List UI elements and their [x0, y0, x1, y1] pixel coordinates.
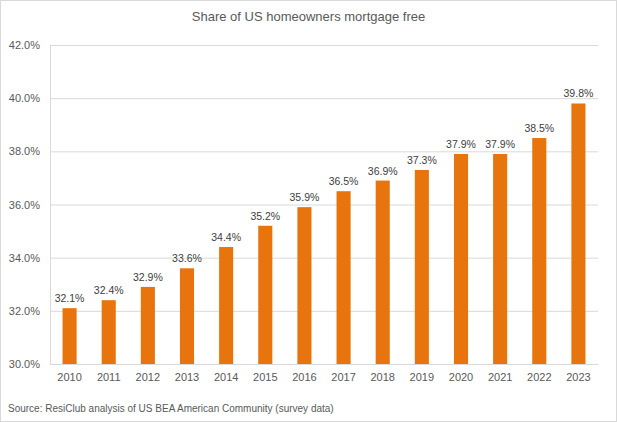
bars	[63, 103, 586, 364]
plot-area: 30.0%32.0%34.0%36.0%38.0%40.0%42.0%20102…	[9, 39, 599, 383]
x-tick-label: 2014	[214, 371, 238, 383]
bar	[141, 287, 155, 364]
data-label: 34.4%	[211, 231, 241, 243]
x-tick: 2015	[253, 371, 277, 383]
x-tick: 2012	[136, 371, 160, 383]
bar	[532, 138, 546, 364]
grid-line	[50, 151, 598, 152]
bar	[454, 154, 468, 364]
bar	[415, 170, 429, 364]
x-tick: 2013	[175, 371, 199, 383]
bar	[376, 181, 390, 364]
x-tick-label: 2019	[410, 371, 434, 383]
grid-line	[50, 45, 598, 46]
bar	[258, 226, 272, 364]
x-tick: 2021	[488, 371, 512, 383]
x-tick: 2014	[214, 371, 238, 383]
x-axis-line	[51, 364, 599, 365]
x-tick-label: 2022	[527, 371, 551, 383]
x-tick: 2023	[566, 371, 590, 383]
bar	[102, 300, 116, 364]
data-label: 33.6%	[172, 252, 202, 264]
x-tick-label: 2016	[292, 371, 316, 383]
y-tick: 42.0%	[9, 39, 598, 51]
x-axis: 2010 2011 2012 2013 2014 2015 2016 2017 2018 2019…	[51, 365, 599, 383]
data-label: 38.5%	[524, 122, 554, 134]
data-label: 35.9%	[290, 191, 320, 203]
y-tick-label: 32.0%	[9, 305, 40, 317]
x-tick-label: 2012	[136, 371, 160, 383]
x-tick-label: 2010	[57, 371, 81, 383]
y-tick-label: 36.0%	[9, 199, 40, 211]
data-labels: 32.1% 32.4% 32.9% 33.6% 34.4% 35.2% 35.9% 36.5%…	[55, 87, 594, 304]
y-tick: 40.0%	[9, 92, 598, 104]
chart-border	[1, 1, 617, 422]
data-label: 32.4%	[94, 284, 124, 296]
data-label: 37.3%	[407, 154, 437, 166]
grid-line	[50, 311, 598, 312]
chart-svg: 30.0%32.0%34.0%36.0%38.0%40.0%42.0%20102…	[0, 0, 617, 422]
x-tick-label: 2011	[97, 371, 121, 383]
x-tick-label: 2018	[370, 371, 394, 383]
grid-line	[50, 364, 598, 365]
x-tick: 2011	[97, 371, 121, 383]
data-label: 39.8%	[564, 87, 594, 99]
y-tick-label: 34.0%	[9, 252, 40, 264]
grid-line	[50, 258, 598, 259]
x-tick-label: 2023	[566, 371, 590, 383]
data-label: 32.1%	[55, 292, 85, 304]
y-tick-label: 40.0%	[9, 92, 40, 104]
x-tick: 2019	[410, 371, 434, 383]
x-tick: 2016	[292, 371, 316, 383]
data-label: 37.9%	[485, 138, 515, 150]
data-label: 36.9%	[368, 165, 398, 177]
y-tick-label: 42.0%	[9, 39, 40, 51]
bar	[337, 191, 351, 364]
grid-line	[50, 205, 598, 206]
data-label: 35.2%	[250, 210, 280, 222]
bar	[180, 268, 194, 364]
y-tick-label: 30.0%	[9, 358, 40, 370]
chart-title: Share of US homeowners mortgage free	[192, 9, 425, 24]
x-tick-label: 2017	[331, 371, 355, 383]
bar	[219, 247, 233, 364]
data-label: 32.9%	[133, 271, 163, 283]
bar	[571, 103, 585, 364]
x-tick-label: 2015	[253, 371, 277, 383]
x-tick: 2010	[57, 371, 81, 383]
bar	[297, 207, 311, 364]
x-tick: 2020	[449, 371, 473, 383]
y-axis: 30.0% 32.0% 34.0% 36.0% 38.0% 40.0% 42.0%	[9, 39, 598, 370]
y-tick-label: 38.0%	[9, 145, 40, 157]
data-label: 36.5%	[329, 175, 359, 187]
x-tick: 2022	[527, 371, 551, 383]
x-tick-label: 2020	[449, 371, 473, 383]
grid-line	[50, 98, 598, 99]
x-tick: 2018	[370, 371, 394, 383]
bar	[63, 308, 77, 364]
data-label: 37.9%	[446, 138, 476, 150]
source-note: Source: ResiClub analysis of US BEA Amer…	[8, 403, 334, 414]
x-tick-label: 2013	[175, 371, 199, 383]
x-tick-label: 2021	[488, 371, 512, 383]
bar	[493, 154, 507, 364]
x-tick: 2017	[331, 371, 355, 383]
